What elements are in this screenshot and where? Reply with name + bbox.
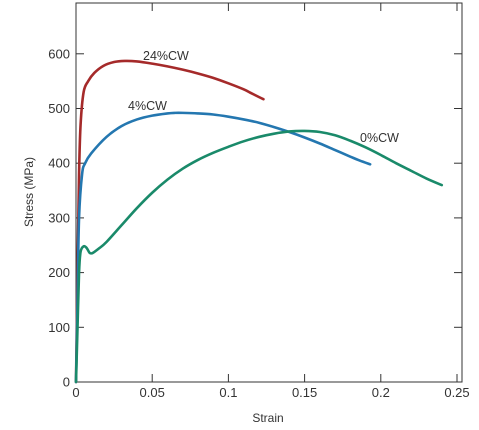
x-axis-title: Strain	[252, 411, 283, 425]
x-tick-label: 0	[72, 385, 79, 400]
y-tick-label: 0	[63, 375, 70, 390]
series-label-24cw: 24%CW	[143, 49, 189, 63]
plot-frame	[75, 2, 463, 383]
y-tick-label: 500	[48, 101, 70, 116]
series-line-4cw	[74, 111, 372, 384]
axis-tick-labels: 0 0.05 0.1 0.15 0.2 0.25 0 100 200 300 400 500 600	[48, 46, 469, 400]
y-tick-label: 200	[48, 265, 70, 280]
series-lines	[74, 59, 444, 384]
series-labels: 24%CW 4%CW 0%CW	[128, 49, 399, 145]
series-line-0cw	[74, 129, 444, 384]
x-tick-label: 0.25	[444, 385, 469, 400]
y-axis-title: Stress (MPa)	[22, 157, 36, 227]
series-line-24cw	[74, 59, 265, 384]
axis-ticks	[75, 3, 462, 383]
x-tick-label: 0.2	[372, 385, 390, 400]
x-tick-label: 0.1	[219, 385, 237, 400]
series-label-0cw: 0%CW	[360, 131, 399, 145]
y-tick-label: 400	[48, 156, 70, 171]
series-label-4cw: 4%CW	[128, 99, 167, 113]
x-tick-label: 0.05	[140, 385, 165, 400]
x-tick-label: 0.15	[292, 385, 317, 400]
y-tick-label: 100	[48, 320, 70, 335]
y-tick-label: 600	[48, 46, 70, 61]
y-tick-label: 300	[48, 210, 70, 225]
